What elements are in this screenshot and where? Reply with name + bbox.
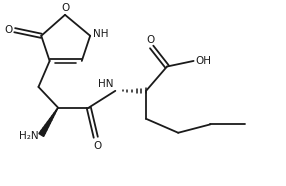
Text: O: O (4, 25, 13, 35)
Polygon shape (56, 108, 58, 111)
Polygon shape (52, 113, 55, 117)
Polygon shape (45, 122, 50, 127)
Polygon shape (49, 116, 53, 120)
Polygon shape (39, 131, 45, 137)
Text: O: O (93, 141, 101, 151)
Text: O: O (61, 3, 69, 13)
Text: HN: HN (98, 79, 114, 89)
Polygon shape (47, 119, 52, 124)
Text: OH: OH (196, 56, 212, 66)
Text: H₂N: H₂N (19, 131, 38, 141)
Polygon shape (43, 125, 48, 130)
Text: O: O (146, 35, 154, 45)
Text: NH: NH (93, 29, 108, 39)
Polygon shape (54, 110, 56, 114)
Polygon shape (41, 128, 47, 133)
